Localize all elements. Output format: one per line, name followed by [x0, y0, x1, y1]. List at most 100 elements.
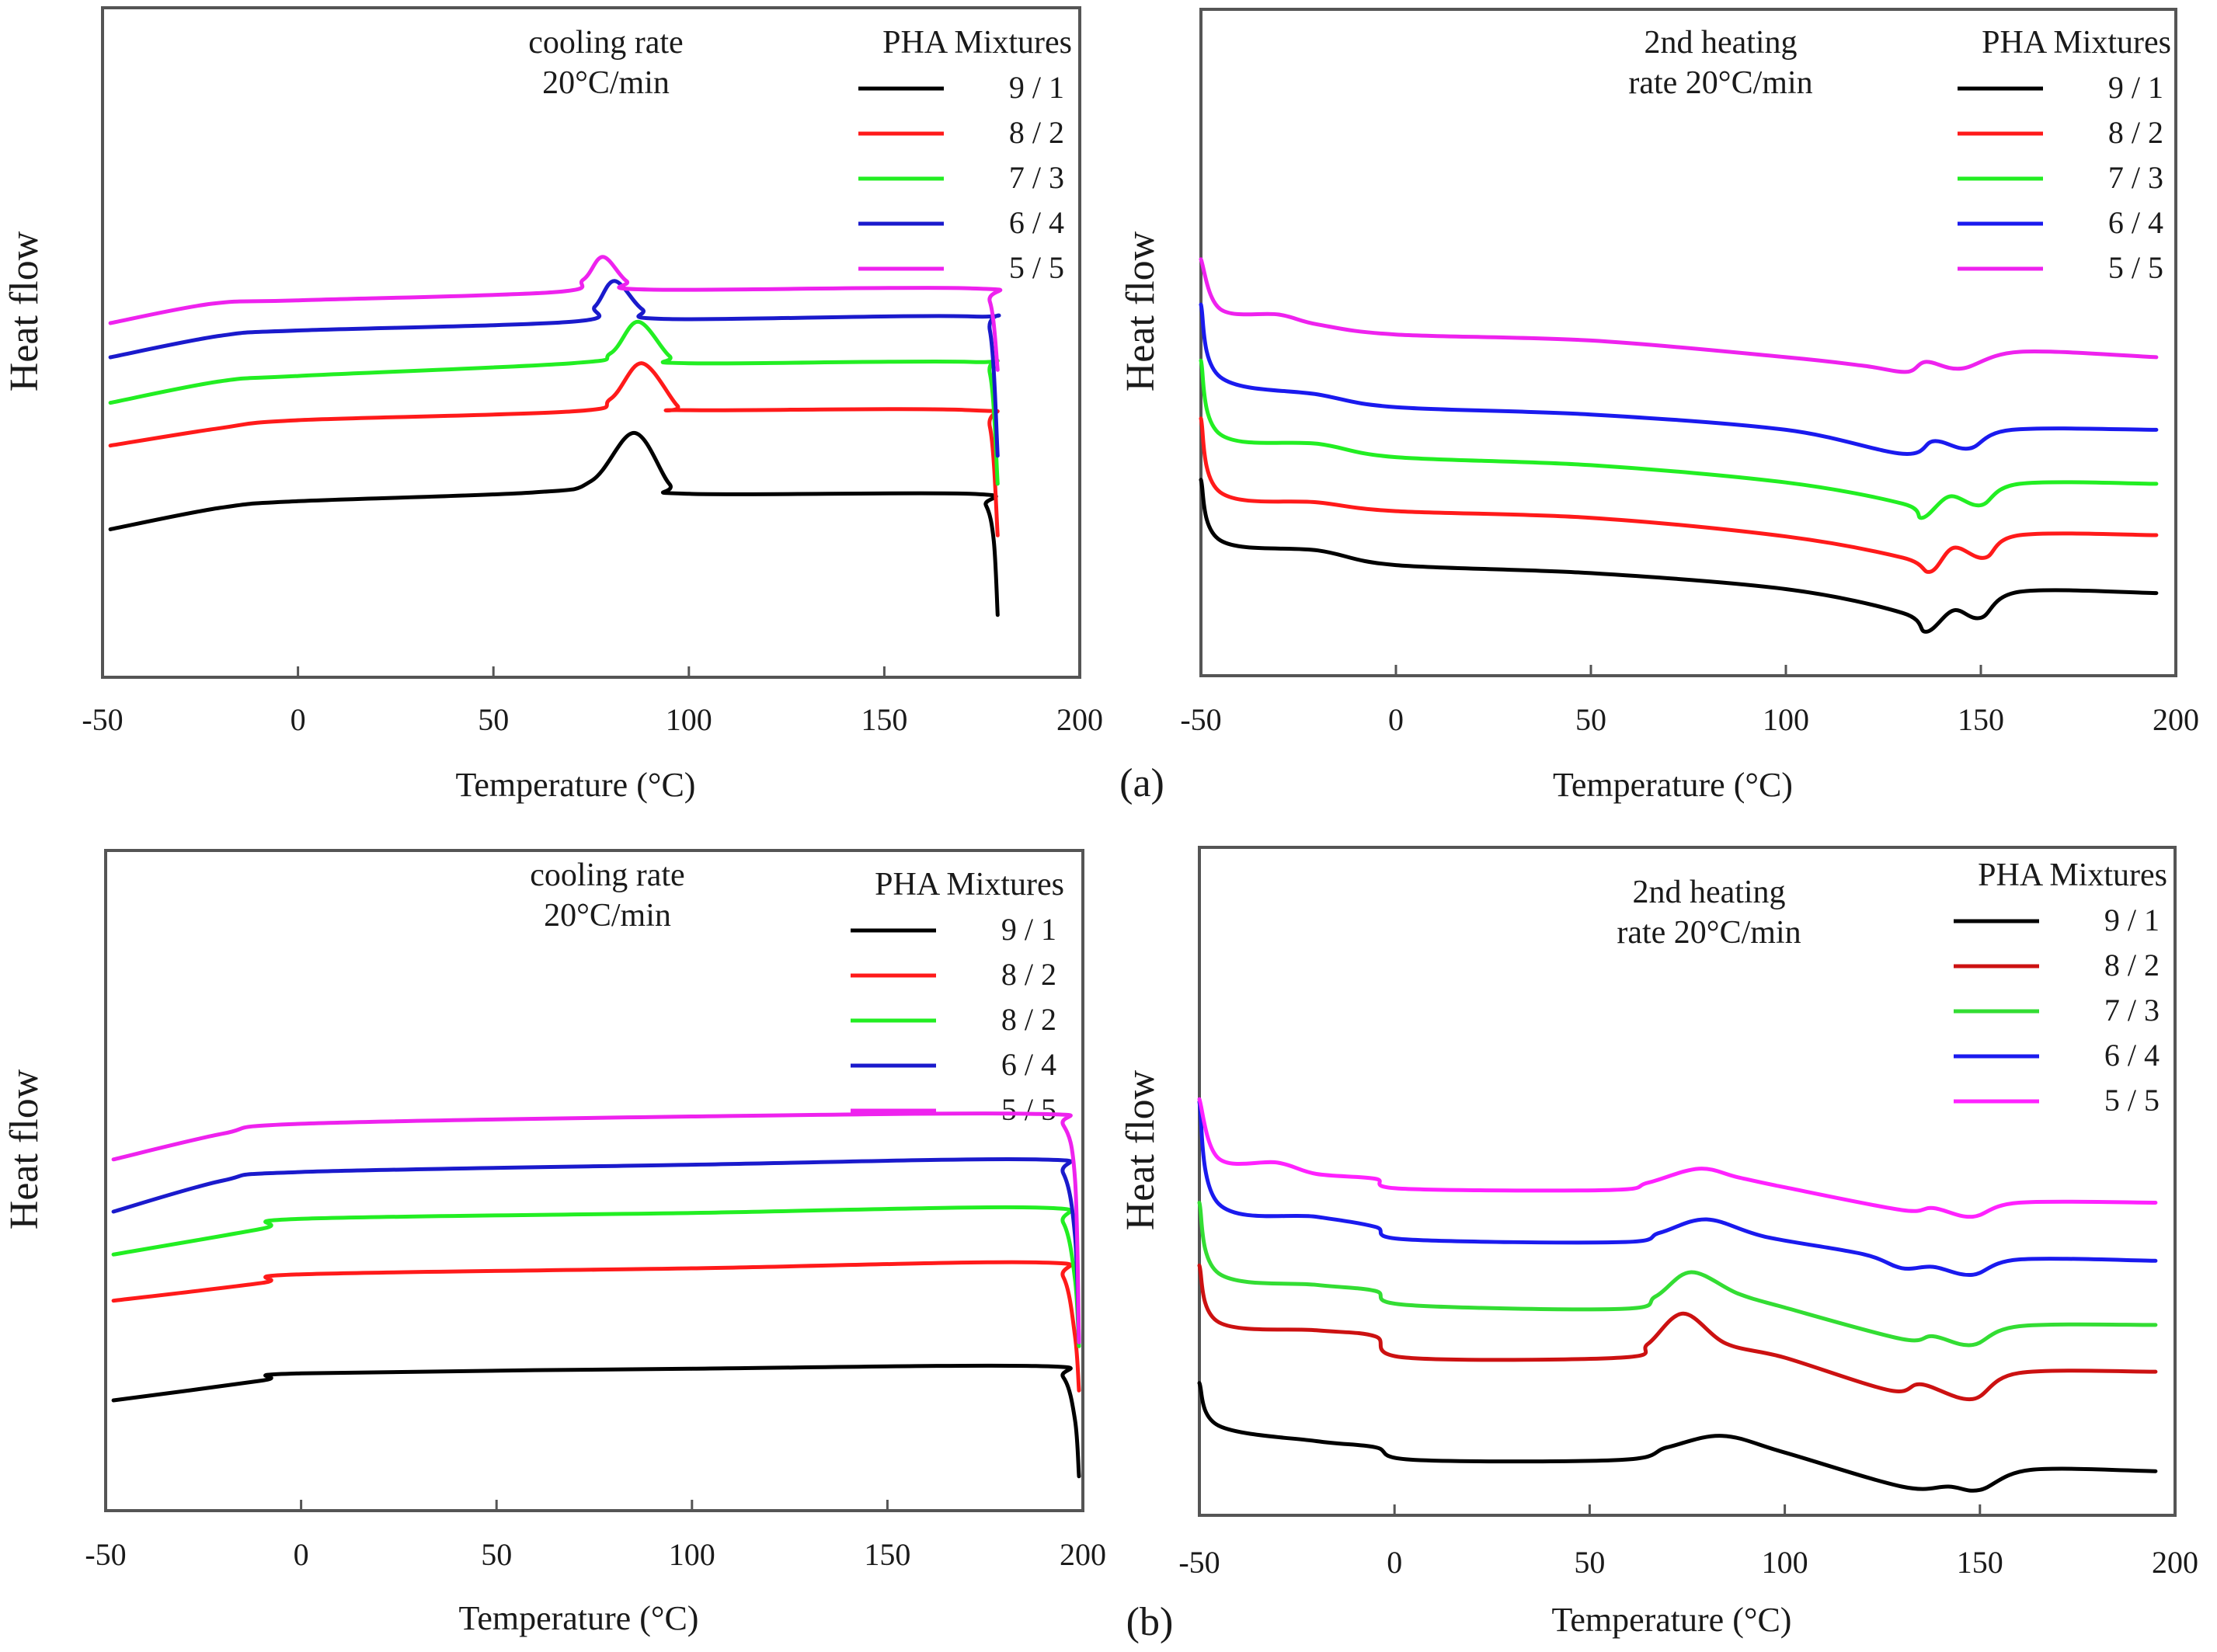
series-line-73 — [1197, 1201, 2158, 1348]
rate-annotation: 2nd heating — [1644, 25, 1797, 61]
legend-label: 5 / 5 — [2108, 250, 2163, 285]
rate-annotation: 20°C/min — [542, 65, 670, 101]
legend-label: 7 / 3 — [2104, 993, 2160, 1028]
series-line-91 — [108, 430, 1000, 617]
x-tick-label: 150 — [861, 702, 907, 737]
legend-label: 8 / 2 — [1001, 957, 1056, 992]
legend: PHA Mixtures 9 / 1 8 / 2 7 / 3 6 / 4 5 / 5 — [858, 25, 1072, 285]
x-tick-label: 150 — [1958, 702, 2004, 737]
panel-b-cooling: -50 0 50 100 150 200 Temperature (°C) Heat flow… — [2, 849, 1106, 1637]
legend: PHA Mixtures 9 / 1 8 / 2 7 / 3 6 / 4 5 / 5 — [1954, 857, 2167, 1118]
y-axis-label: Heat flow — [2, 231, 47, 391]
x-tick-label: 100 — [669, 1537, 715, 1572]
series-line-64 — [1199, 302, 2159, 456]
rate-annotation: cooling rate — [528, 25, 683, 61]
x-tick-label: 50 — [478, 702, 509, 737]
panel-label-b: (b) — [1126, 1600, 1174, 1644]
x-tick-label: -50 — [1178, 1545, 1220, 1580]
x-axis-label: Temperature (°C) — [1552, 1601, 1792, 1639]
panel-a-heating: -50 0 50 100 150 200 Temperature (°C) Heat flow… — [1119, 8, 2199, 804]
legend-label: 6 / 4 — [2104, 1038, 2160, 1073]
plot-frame — [104, 849, 1084, 1512]
series-line-64 — [111, 1156, 1081, 1344]
x-axis-label: Temperature (°C) — [1553, 766, 1793, 804]
legend-label: 6 / 4 — [1001, 1047, 1056, 1082]
legend-label: 8 / 2 — [2108, 115, 2163, 150]
series-line-73 — [108, 319, 1000, 486]
plot-frame — [1198, 846, 2177, 1517]
legend-label: 9 / 1 — [1009, 70, 1064, 105]
legend-label: 5 / 5 — [2104, 1083, 2160, 1118]
legend-label: 7 / 3 — [2108, 160, 2163, 195]
series-line-82 — [1197, 1263, 2158, 1401]
x-tick-label: 150 — [864, 1537, 910, 1572]
x-axis-label: Temperature (°C) — [459, 1599, 699, 1637]
plot-frame — [101, 6, 1081, 679]
series-line-82 — [111, 1205, 1081, 1348]
legend-title: PHA Mixtures — [882, 25, 1072, 61]
series-line-55 — [111, 1111, 1081, 1344]
x-tick-label: 0 — [1388, 702, 1404, 737]
x-tick-label: 0 — [294, 1537, 309, 1572]
legend: PHA Mixtures 9 / 1 8 / 2 8 / 2 6 / 4 5 / 5 — [851, 867, 1064, 1127]
x-axis-label: Temperature (°C) — [456, 766, 696, 804]
legend-label: 5 / 5 — [1001, 1092, 1056, 1127]
x-tick-label: -50 — [85, 1537, 126, 1572]
y-axis-label: Heat flow — [1119, 1069, 1163, 1230]
legend-label: 5 / 5 — [1009, 250, 1064, 285]
series-line-82 — [1199, 416, 2159, 574]
legend-label: 8 / 2 — [1001, 1002, 1056, 1037]
x-tick-label: 0 — [291, 702, 306, 737]
series-line-55 — [108, 255, 1003, 372]
x-tick-label: -50 — [82, 702, 123, 737]
series-line-64 — [1197, 1100, 2158, 1277]
y-axis-label: Heat flow — [1119, 231, 1163, 391]
panel-label-a: (a) — [1119, 761, 1164, 805]
x-tick-label: 50 — [1574, 1545, 1605, 1580]
legend-title: PHA Mixtures — [875, 867, 1064, 903]
x-tick-label: 150 — [1957, 1545, 2003, 1580]
rate-annotation: rate 20°C/min — [1628, 65, 1812, 101]
legend-label: 9 / 1 — [2104, 903, 2160, 937]
legend-label: 9 / 1 — [2108, 70, 2163, 105]
legend-label: 9 / 1 — [1001, 912, 1056, 947]
panel-b-heating: -50 0 50 100 150 200 Temperature (°C) Heat flow… — [1119, 846, 2198, 1639]
series-line-82 — [108, 361, 1000, 537]
legend-label: 6 / 4 — [2108, 205, 2163, 240]
x-tick-label: 200 — [2152, 1545, 2198, 1580]
series-line-91 — [1197, 1381, 2158, 1493]
x-tick-label: -50 — [1180, 702, 1221, 737]
series-line-64 — [108, 279, 1001, 458]
legend-label: 8 / 2 — [2104, 948, 2160, 983]
x-tick-label: 100 — [1763, 702, 1809, 737]
x-tick-label: 50 — [481, 1537, 512, 1572]
x-tick-label: 50 — [1575, 702, 1606, 737]
series-line-82 — [111, 1260, 1081, 1393]
series-line-55 — [1197, 1097, 2158, 1219]
x-tick-label: 100 — [1762, 1545, 1808, 1580]
legend-title: PHA Mixtures — [1978, 857, 2167, 893]
y-axis-label: Heat flow — [2, 1069, 47, 1229]
legend-label: 6 / 4 — [1009, 205, 1064, 240]
rate-annotation: rate 20°C/min — [1617, 915, 1801, 951]
x-tick-label: 200 — [1056, 702, 1103, 737]
legend-label: 8 / 2 — [1009, 115, 1064, 150]
rate-annotation: 20°C/min — [544, 898, 671, 934]
legend: PHA Mixtures 9 / 1 8 / 2 7 / 3 6 / 4 5 / 5 — [1958, 25, 2171, 285]
plot-frame — [1199, 8, 2177, 677]
series-line-55 — [1199, 257, 2159, 374]
series-line-73 — [1199, 358, 2159, 520]
x-tick-label: 100 — [666, 702, 712, 737]
x-tick-label: 200 — [2153, 702, 2199, 737]
panel-a-cooling: -50 0 50 100 150 200 Temperature (°C) Heat flow… — [2, 6, 1103, 804]
x-tick-label: 200 — [1060, 1537, 1106, 1572]
series-line-91 — [1199, 478, 2159, 634]
legend-title: PHA Mixtures — [1982, 25, 2171, 61]
series-line-91 — [111, 1363, 1081, 1479]
legend-label: 7 / 3 — [1009, 160, 1064, 195]
rate-annotation: 2nd heating — [1632, 875, 1785, 910]
rate-annotation: cooling rate — [530, 857, 684, 893]
x-tick-label: 0 — [1387, 1545, 1402, 1580]
